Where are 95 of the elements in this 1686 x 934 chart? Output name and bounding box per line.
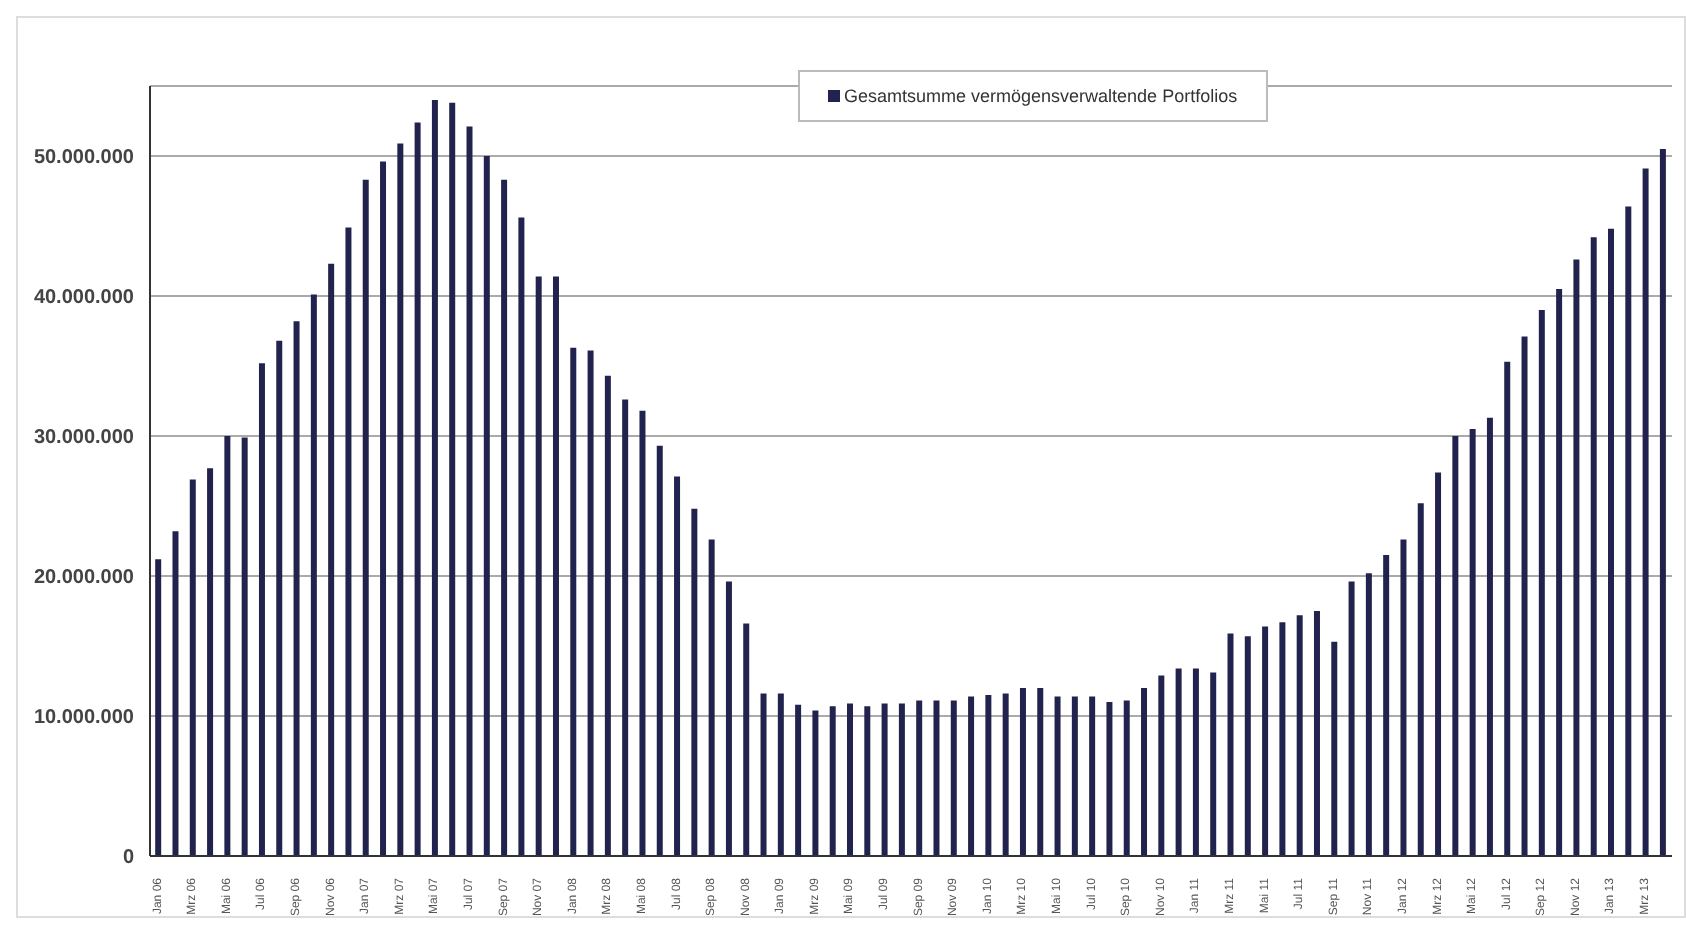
bar bbox=[414, 122, 421, 856]
bar bbox=[207, 468, 214, 856]
bar bbox=[950, 700, 957, 856]
bar bbox=[1573, 259, 1580, 856]
bar bbox=[1279, 622, 1286, 856]
bar bbox=[397, 143, 404, 856]
bar bbox=[916, 700, 923, 856]
bar bbox=[276, 340, 283, 856]
bar bbox=[1538, 310, 1545, 856]
bar bbox=[1504, 361, 1511, 856]
bar bbox=[328, 263, 335, 856]
bar bbox=[310, 294, 317, 856]
y-tick-label: 20.000.000 bbox=[33, 567, 135, 590]
bar bbox=[241, 437, 248, 856]
bar bbox=[1192, 668, 1199, 856]
bar bbox=[691, 508, 698, 856]
bar bbox=[604, 375, 611, 856]
bar bbox=[708, 539, 715, 856]
bar bbox=[1435, 472, 1442, 856]
bar bbox=[1071, 696, 1078, 856]
bar bbox=[1348, 581, 1355, 856]
bar bbox=[1019, 688, 1026, 856]
bar bbox=[1486, 417, 1493, 856]
bar bbox=[1158, 675, 1165, 856]
bar bbox=[552, 276, 559, 856]
bar bbox=[380, 161, 387, 856]
bar bbox=[172, 531, 179, 856]
bar bbox=[155, 559, 162, 856]
bar bbox=[1659, 149, 1666, 856]
bar bbox=[674, 476, 681, 856]
bar bbox=[293, 321, 300, 856]
bar bbox=[1642, 168, 1649, 856]
bar bbox=[1417, 503, 1424, 856]
bar bbox=[1331, 641, 1338, 856]
bar bbox=[1590, 237, 1597, 856]
bar bbox=[189, 479, 196, 856]
y-tick-label: 10.000.000 bbox=[33, 707, 135, 730]
bar bbox=[725, 581, 732, 856]
bar bbox=[656, 445, 663, 856]
bar bbox=[1123, 700, 1130, 856]
bar bbox=[1469, 429, 1476, 856]
bar bbox=[345, 227, 352, 856]
bar bbox=[898, 703, 905, 856]
bar bbox=[362, 179, 369, 856]
bar bbox=[1400, 539, 1407, 856]
bar bbox=[1106, 702, 1113, 856]
bar bbox=[1141, 688, 1148, 856]
bar bbox=[1002, 693, 1009, 856]
bar bbox=[1625, 206, 1632, 856]
bar bbox=[1296, 615, 1303, 856]
bar bbox=[1210, 672, 1217, 856]
bar bbox=[933, 700, 940, 856]
bar bbox=[864, 706, 871, 856]
y-tick-label: 30.000.000 bbox=[33, 427, 135, 450]
bar bbox=[466, 126, 473, 856]
bar bbox=[743, 623, 750, 856]
legend-label: Gesamtsumme vermögensverwaltende Portfolios bbox=[842, 86, 1238, 106]
bar bbox=[1556, 289, 1563, 856]
y-tick-label: 40.000.000 bbox=[33, 287, 135, 310]
bar bbox=[622, 399, 629, 856]
bar bbox=[224, 436, 231, 856]
bar bbox=[881, 703, 888, 856]
bar bbox=[501, 179, 508, 856]
bar bbox=[1521, 336, 1528, 856]
bar bbox=[518, 217, 525, 856]
bar bbox=[570, 347, 577, 856]
bar bbox=[1383, 555, 1390, 856]
bar bbox=[1313, 611, 1320, 856]
bar bbox=[795, 704, 802, 856]
bar bbox=[812, 710, 819, 856]
bar bbox=[258, 363, 265, 856]
bar bbox=[1244, 636, 1251, 856]
bar bbox=[847, 703, 854, 856]
bar bbox=[985, 695, 992, 856]
bar bbox=[483, 156, 490, 856]
bar bbox=[829, 706, 836, 856]
bar bbox=[1175, 668, 1182, 856]
bar bbox=[449, 102, 456, 856]
y-tick-label: 0 bbox=[122, 847, 135, 870]
bar bbox=[431, 100, 438, 856]
y-tick-label: 50.000.000 bbox=[33, 147, 135, 170]
bar bbox=[1054, 696, 1061, 856]
bar bbox=[1262, 626, 1269, 856]
bar bbox=[535, 276, 542, 856]
bar bbox=[587, 350, 594, 856]
bar bbox=[1037, 688, 1044, 856]
bar bbox=[968, 696, 975, 856]
bar bbox=[1365, 573, 1372, 856]
bar bbox=[1608, 228, 1615, 856]
bar bbox=[1089, 696, 1096, 856]
bar bbox=[777, 693, 784, 856]
bar bbox=[1452, 436, 1459, 856]
bar bbox=[1227, 633, 1234, 856]
bar bbox=[760, 693, 767, 856]
bar bbox=[639, 410, 646, 856]
